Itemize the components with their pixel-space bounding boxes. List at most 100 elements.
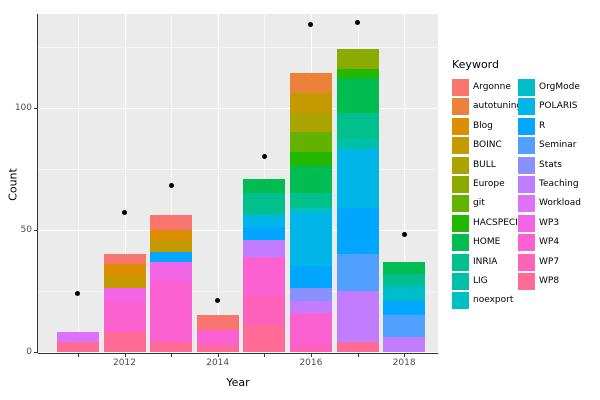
gridline-minor-horizontal bbox=[38, 46, 438, 48]
x-axis-title: Year bbox=[226, 376, 250, 389]
y-axis-line bbox=[37, 14, 38, 353]
legend-item-label: POLARIS bbox=[539, 101, 578, 112]
x-tick-label: 2012 bbox=[113, 358, 136, 368]
legend-key-swatch bbox=[452, 137, 469, 155]
legend-key-swatch bbox=[518, 79, 535, 96]
legend: Keyword Argonne autotuning Blog BOINC BULL Eu… bbox=[452, 58, 600, 312]
legend-item: POLARIS bbox=[518, 98, 581, 116]
x-tick-mark bbox=[77, 354, 79, 357]
x-tick-mark bbox=[404, 354, 406, 357]
legend-item-label: WP3 bbox=[539, 217, 560, 228]
legend-item-label: Blog bbox=[473, 120, 493, 131]
bar-segment-blog bbox=[103, 264, 146, 277]
legend-item-label: Stats bbox=[539, 159, 562, 170]
bar-segment-wp8 bbox=[56, 342, 99, 352]
legend-item: WP3 bbox=[518, 214, 581, 232]
bar-2018 bbox=[383, 261, 426, 352]
legend-item-label: INRIA bbox=[473, 256, 498, 267]
x-axis-line bbox=[38, 353, 438, 354]
legend-item-label: WP7 bbox=[539, 256, 560, 267]
legend-item-label: OrgMode bbox=[539, 82, 580, 92]
bar-segment-boinc bbox=[103, 276, 146, 289]
bar-2017 bbox=[336, 49, 379, 352]
x-tick-mark bbox=[124, 354, 126, 357]
x-tick-mark bbox=[264, 354, 266, 357]
bar-segment-inria bbox=[336, 112, 379, 140]
legend-title: Keyword bbox=[452, 58, 499, 71]
legend-item: WP8 bbox=[518, 272, 581, 290]
data-point bbox=[401, 232, 407, 238]
legend-key-swatch bbox=[452, 175, 469, 193]
legend-key-swatch bbox=[452, 79, 469, 96]
x-tick-mark bbox=[171, 354, 173, 357]
bar-segment-wp7 bbox=[243, 295, 286, 326]
legend-key-swatch bbox=[452, 253, 469, 271]
legend-item: HOME bbox=[452, 234, 518, 252]
bar-segment-home bbox=[336, 78, 379, 113]
legend-key-swatch bbox=[518, 98, 535, 116]
legend-column-1: Argonne autotuning Blog BOINC BULL Europe git H… bbox=[452, 79, 524, 312]
legend-key-swatch bbox=[452, 272, 469, 290]
x-tick-mark bbox=[310, 354, 312, 357]
legend-item: Teaching bbox=[518, 175, 581, 193]
x-tick-label: 2014 bbox=[206, 358, 230, 368]
bar-segment-wp3 bbox=[150, 261, 193, 282]
bar-2011 bbox=[56, 332, 99, 352]
x-tick-mark bbox=[217, 354, 219, 357]
legend-item: Europe bbox=[452, 175, 518, 193]
legend-key-swatch bbox=[452, 156, 469, 174]
bar-segment-seminar bbox=[336, 254, 379, 291]
bar-segment-inria bbox=[243, 193, 286, 216]
bar-segment-boinc bbox=[150, 239, 193, 252]
bar-segment-r bbox=[336, 207, 379, 255]
x-tick-mark bbox=[357, 354, 359, 357]
legend-key-swatch bbox=[518, 234, 535, 252]
bar-segment-seminar bbox=[383, 315, 426, 338]
bar-segment-wp7 bbox=[289, 344, 332, 352]
legend-key-swatch bbox=[452, 117, 469, 135]
bar-segment-argonne bbox=[103, 254, 146, 265]
legend-item: BULL bbox=[452, 156, 518, 174]
legend-item: HACSPECIS bbox=[452, 214, 524, 232]
legend-item-label: Seminar bbox=[539, 140, 577, 151]
legend-item-label: WP4 bbox=[539, 237, 560, 248]
legend-key-swatch bbox=[518, 117, 535, 135]
bar-segment-europe bbox=[336, 49, 379, 69]
legend-item-label: Teaching bbox=[539, 178, 579, 189]
legend-item: WP7 bbox=[518, 253, 581, 271]
gridline-major-horizontal bbox=[38, 107, 438, 109]
legend-item: INRIA bbox=[452, 253, 518, 271]
x-tick-label: 2016 bbox=[299, 358, 323, 368]
legend-item-label: HOME bbox=[473, 237, 501, 248]
bar-segment-wp8 bbox=[243, 325, 286, 352]
y-tick-label: 100 bbox=[14, 102, 32, 113]
legend-key-swatch bbox=[452, 195, 469, 213]
legend-key-swatch bbox=[518, 272, 535, 290]
legend-item-label: BULL bbox=[473, 159, 496, 170]
legend-item-label: git bbox=[473, 198, 485, 209]
bar-segment-r bbox=[383, 300, 426, 316]
x-tick-label: 2018 bbox=[392, 358, 416, 368]
data-point bbox=[215, 298, 221, 304]
bar-segment-polaris bbox=[243, 215, 286, 228]
legend-item-label: HACSPECIS bbox=[473, 217, 524, 228]
legend-item: BOINC bbox=[452, 137, 518, 155]
legend-key-swatch bbox=[452, 214, 469, 232]
bar-segment-lig bbox=[336, 139, 379, 150]
bar-segment-wp4 bbox=[196, 330, 239, 345]
legend-item-label: Argonne bbox=[473, 82, 511, 92]
legend-item-label: Europe bbox=[473, 178, 505, 189]
bar-segment-wp4 bbox=[150, 281, 193, 343]
legend-item: autotuning bbox=[452, 98, 522, 116]
legend-item: noexport bbox=[452, 292, 518, 310]
legend-item: Stats bbox=[518, 156, 581, 174]
bar-segment-wp3 bbox=[103, 288, 146, 301]
bar-segment-autotuning bbox=[289, 73, 332, 94]
bar-segment-polaris bbox=[289, 212, 332, 267]
bar-segment-workload bbox=[56, 332, 99, 343]
y-tick-label: 0 bbox=[26, 347, 32, 357]
bar-2012 bbox=[103, 254, 146, 352]
bar-segment-polaris bbox=[336, 149, 379, 208]
bar-segment-inria bbox=[383, 273, 426, 286]
